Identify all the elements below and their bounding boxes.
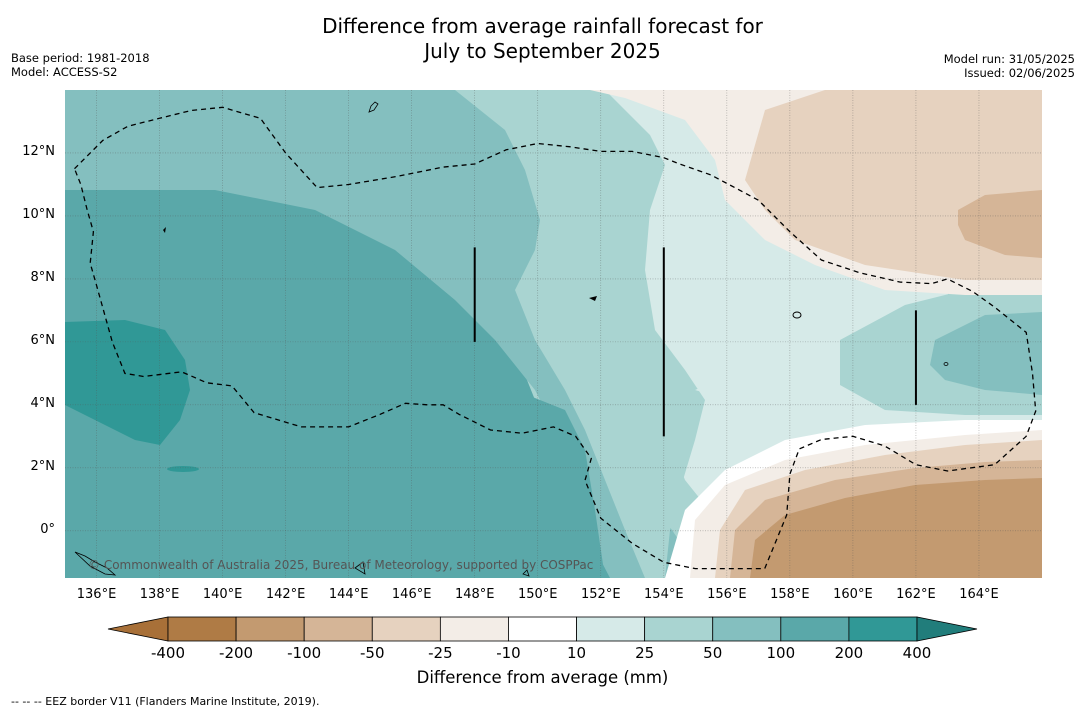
longitude-label: 146°E <box>391 587 432 602</box>
colorbar-tick-label: 200 <box>834 644 864 662</box>
run-info: Model run: 31/05/2025 Issued: 02/06/2025 <box>944 52 1075 80</box>
longitude-label: 140°E <box>202 587 243 602</box>
island-nauru <box>522 569 530 577</box>
zone-plus-400 <box>65 320 190 445</box>
colorbar-segment <box>508 616 577 642</box>
longitude-label: 158°E <box>770 587 810 602</box>
zone-plus-100-200-inner <box>65 90 645 578</box>
colorbar-extend-low <box>107 616 169 642</box>
latitude-label: 4°N <box>30 395 56 411</box>
latitude-label: 10°N <box>22 206 55 222</box>
colorbar-segment <box>848 616 918 642</box>
colorbar-segment <box>644 616 714 642</box>
colorbar-segment <box>439 616 509 642</box>
colorbar-tick-label: -10 <box>496 644 521 662</box>
longitude-label: 164°E <box>959 587 999 602</box>
colorbar-segment <box>303 616 373 642</box>
island-pohnpei <box>792 311 802 319</box>
map-frame <box>65 90 1042 578</box>
colorbar-tick-label: 400 <box>902 644 932 662</box>
zone-plus-50-100-inner <box>65 90 705 578</box>
latitude-label: 2°N <box>30 458 56 474</box>
longitude-label: 156°E <box>707 587 747 602</box>
island-kosrae <box>943 362 949 366</box>
longitude-label: 160°E <box>833 587 873 602</box>
colorbar-segment <box>780 616 850 642</box>
colorbar-tick-label: 50 <box>703 644 723 662</box>
zone-plus-400-small <box>167 466 199 472</box>
latitude-label: 8°N <box>30 269 56 285</box>
colorbar-tick-label: -100 <box>287 644 322 662</box>
issued-date: Issued: 02/06/2025 <box>964 66 1075 80</box>
colorbar-segment <box>712 616 782 642</box>
colorbar-segment <box>167 616 237 642</box>
base-period: Base period: 1981-2018 <box>11 51 150 65</box>
colorbar-segment <box>371 616 441 642</box>
longitude-label: 136°E <box>76 587 117 602</box>
rainfall-map <box>65 90 1042 578</box>
island-coast-south <box>354 561 366 575</box>
vertical-markers <box>473 247 917 437</box>
colorbar-segment <box>235 616 305 642</box>
longitude-label: 138°E <box>139 587 180 602</box>
latitude-label: 0° <box>40 521 55 537</box>
zone-east-plus-100-200 <box>930 312 1042 395</box>
base-info: Base period: 1981-2018 Model: ACCESS-S2 <box>11 51 150 79</box>
zone-plus-200-400-inner <box>65 202 605 578</box>
latitude-label: 12°N <box>22 143 55 159</box>
island-coast-sw <box>74 551 117 576</box>
eez-border <box>73 106 1037 570</box>
zone-minus-200-400-se <box>750 478 1042 578</box>
colorbar-tick-label: 10 <box>566 644 587 662</box>
island-palau <box>163 227 166 233</box>
graticule <box>65 90 1042 578</box>
longitude-label: 152°E <box>581 587 621 602</box>
copyright-notice: © Commonwealth of Australia 2025, Bureau… <box>88 558 594 572</box>
longitude-label: 154°E <box>644 587 684 602</box>
colorbar-tick-label: -25 <box>428 644 453 662</box>
eez-footnote: -- -- -- EEZ border V11 (Flanders Marine… <box>11 695 320 708</box>
longitude-label: 150°E <box>517 587 558 602</box>
longitude-label: 142°E <box>265 587 306 602</box>
title-line-1: Difference from average rainfall forecas… <box>322 14 763 38</box>
colorbar-tick-label: 25 <box>635 644 655 662</box>
colorbar-tick-label: -200 <box>219 644 254 662</box>
model-name: Model: ACCESS-S2 <box>11 65 118 79</box>
island-chuuk <box>589 296 597 301</box>
colorbar-tick-label: -50 <box>360 644 385 662</box>
map-title: Difference from average rainfall forecas… <box>0 14 1085 64</box>
colorbar-label: Difference from average (mm) <box>416 668 669 687</box>
zone-minus-50-100-ne <box>958 190 1042 258</box>
model-run-date: Model run: 31/05/2025 <box>943 52 1075 66</box>
longitude-label: 144°E <box>328 587 369 602</box>
longitude-label: 162°E <box>896 587 936 602</box>
island-guam-area <box>368 101 379 113</box>
colorbar-segment <box>576 616 646 642</box>
title-line-2: July to September 2025 <box>424 39 661 63</box>
colorbar-extend-high <box>916 616 978 642</box>
colorbar-tick-label: 100 <box>766 644 796 662</box>
colorbar-tick-label: -400 <box>150 644 186 662</box>
longitude-label: 148°E <box>454 587 495 602</box>
latitude-label: 6°N <box>30 332 56 348</box>
